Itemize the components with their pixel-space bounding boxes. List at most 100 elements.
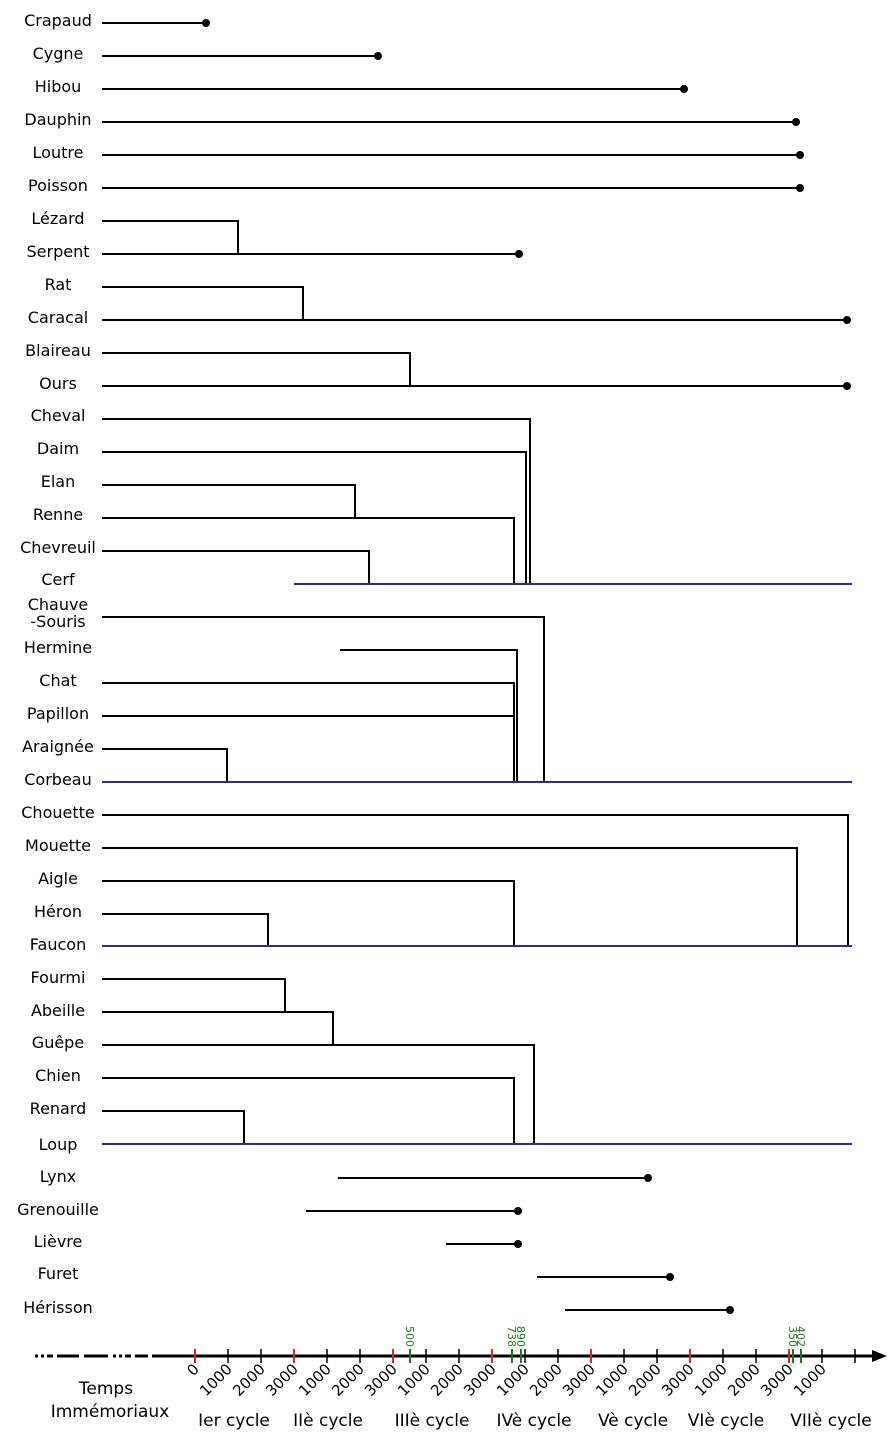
cycle-label: IIIè cycle	[395, 1411, 470, 1431]
lineage-end-dot	[792, 118, 800, 126]
axis-prefix-label: Immémoriaux	[51, 1402, 170, 1422]
tick-label: 3000	[262, 1360, 302, 1400]
taxon-label: Loutre	[33, 143, 84, 162]
lineage-line	[102, 748, 228, 782]
taxon-label: Abeille	[31, 1001, 85, 1020]
taxon-label: -Souris	[30, 612, 85, 631]
taxon-label: Corbeau	[24, 770, 91, 789]
taxon-label: Faucon	[30, 935, 86, 954]
group-baselines	[102, 583, 852, 1145]
cycle-label: IIè cycle	[293, 1411, 363, 1431]
tick-label: 1000	[691, 1360, 731, 1400]
cycle-label: Ier cycle	[198, 1411, 270, 1431]
taxon-label: Daim	[37, 439, 79, 458]
time-axis: TempsImmémoriaux010002000300010002000300…	[35, 1326, 887, 1431]
taxon-label: Chat	[39, 671, 76, 690]
tick-label: 0	[183, 1360, 202, 1379]
lineage-end-dot	[843, 316, 851, 324]
lineage-end-dot	[680, 85, 688, 93]
cycle-label: Vè cycle	[598, 1411, 668, 1431]
tick-label: 3000	[757, 1360, 797, 1400]
taxon-label: Chauve	[28, 595, 89, 614]
lineage-line	[102, 517, 515, 584]
tick-label: 3000	[460, 1360, 500, 1400]
taxon-label: Chevreuil	[20, 538, 96, 557]
lineage-lines	[102, 22, 849, 1311]
event-marker-label: 738	[505, 1326, 518, 1347]
lineage-end-dots	[202, 19, 851, 1314]
taxon-label: Crapaud	[24, 11, 92, 30]
tick-label: 2000	[427, 1360, 467, 1400]
lineage-end-dot	[514, 1207, 522, 1215]
lineage-line	[340, 649, 518, 782]
tick-label: 2000	[229, 1360, 269, 1400]
lineage-line	[102, 682, 515, 782]
tick-label: 1000	[295, 1360, 335, 1400]
lineage-end-dot	[796, 151, 804, 159]
taxon-label: Renard	[30, 1099, 87, 1118]
tick-label: 3000	[559, 1360, 599, 1400]
lineage-end-dot	[644, 1174, 652, 1182]
taxon-label: Chien	[35, 1066, 81, 1085]
lineage-line	[102, 616, 545, 782]
taxon-label: Renne	[33, 505, 83, 524]
taxon-label: Lynx	[40, 1167, 77, 1186]
taxon-label: Aigle	[38, 869, 78, 888]
taxon-label: Loup	[39, 1135, 78, 1154]
event-marker-label: 890	[514, 1326, 527, 1347]
lineage-line	[102, 220, 239, 254]
taxon-label: Caracal	[28, 308, 88, 327]
taxon-label: Dauphin	[24, 110, 91, 129]
tick-label: 3000	[658, 1360, 698, 1400]
lineage-line	[102, 880, 515, 946]
taxon-label: Serpent	[27, 242, 90, 261]
taxon-label: Cygne	[33, 44, 84, 63]
taxon-label: Papillon	[27, 704, 89, 723]
tick-label: 2000	[526, 1360, 566, 1400]
axis-prefix-label: Temps	[78, 1379, 133, 1399]
lineage-line	[102, 978, 286, 1012]
taxon-label: Cerf	[41, 570, 75, 589]
lineage-line	[102, 913, 269, 946]
lineage-line	[102, 1110, 245, 1144]
lineage-end-dot	[374, 52, 382, 60]
tick-label: 2000	[625, 1360, 665, 1400]
cycle-label: IVè cycle	[496, 1411, 571, 1431]
lineage-line	[102, 484, 356, 518]
tick-label: 1000	[790, 1360, 830, 1400]
taxon-label: Furet	[38, 1264, 79, 1283]
tick-label: 1000	[394, 1360, 434, 1400]
tick-label: 1000	[196, 1360, 236, 1400]
taxon-label: Chouette	[21, 803, 94, 822]
taxon-label: Héron	[34, 902, 82, 921]
cycle-label: VIIè cycle	[790, 1411, 871, 1431]
axis-arrow-icon	[872, 1350, 887, 1362]
taxon-label: Guêpe	[32, 1033, 84, 1052]
tick-label: 1000	[592, 1360, 632, 1400]
taxon-label: Hermine	[24, 638, 92, 657]
tick-label: 3000	[361, 1360, 401, 1400]
event-marker-label: 500	[403, 1326, 416, 1347]
lineage-line	[102, 418, 531, 584]
lineage-line	[102, 550, 370, 584]
taxon-label: Blaireau	[25, 341, 91, 360]
tick-label: 2000	[328, 1360, 368, 1400]
taxon-label: Grenouille	[17, 1200, 99, 1219]
lineage-line	[102, 352, 411, 386]
lineage-line	[102, 451, 527, 584]
lineage-line	[102, 814, 849, 946]
lineage-line	[102, 286, 304, 320]
tick-label: 2000	[724, 1360, 764, 1400]
lineage-line	[102, 1077, 515, 1144]
taxon-label: Hibou	[35, 77, 82, 96]
taxon-labels: Crapaud Cygne Hibou Dauphin Loutre Poisson Léz…	[17, 11, 99, 1317]
event-marker-label: 402	[794, 1326, 807, 1347]
taxon-label: Hérisson	[23, 1298, 93, 1317]
lineage-end-dot	[515, 250, 523, 258]
lineage-line	[102, 847, 798, 946]
taxon-label: Cheval	[31, 406, 86, 425]
lineage-end-dot	[666, 1273, 674, 1281]
taxon-label: Lézard	[31, 209, 84, 228]
taxon-label: Fourmi	[31, 968, 86, 987]
lineage-end-dot	[843, 382, 851, 390]
